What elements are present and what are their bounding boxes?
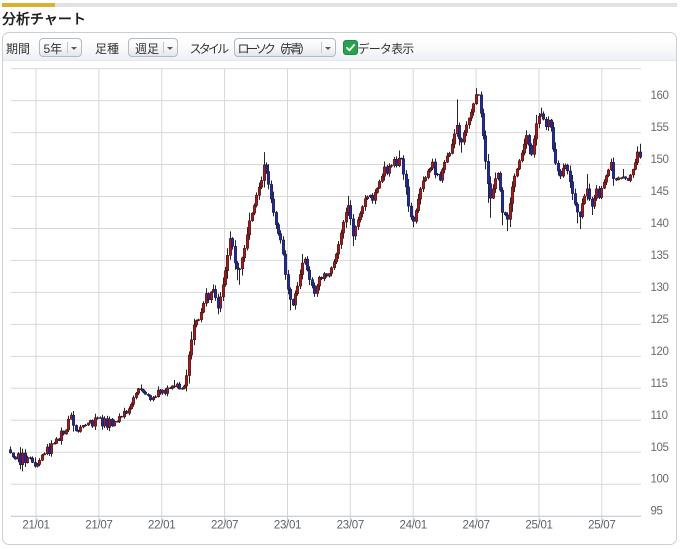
svg-text:24/07: 24/07 [462,520,489,532]
svg-text:24/01: 24/01 [400,520,427,532]
svg-text:135: 135 [651,250,669,262]
svg-text:150: 150 [651,154,669,166]
svg-text:100: 100 [651,474,669,486]
svg-text:21/01: 21/01 [22,520,49,532]
svg-text:115: 115 [651,378,668,390]
svg-text:25/07: 25/07 [588,520,615,532]
svg-text:22/01: 22/01 [148,520,175,532]
svg-text:23/01: 23/01 [274,520,301,532]
svg-text:120: 120 [651,346,669,358]
svg-text:95: 95 [651,506,663,518]
svg-text:21/07: 21/07 [85,520,112,532]
svg-text:125: 125 [651,314,669,326]
svg-text:110: 110 [651,410,668,422]
svg-text:145: 145 [651,186,669,198]
svg-text:25/01: 25/01 [525,520,552,532]
svg-text:130: 130 [651,282,669,294]
svg-text:160: 160 [651,90,669,102]
svg-text:155: 155 [651,122,669,134]
svg-text:22/07: 22/07 [211,520,238,532]
svg-text:105: 105 [651,442,669,454]
svg-text:23/07: 23/07 [337,520,364,532]
svg-text:140: 140 [651,218,669,230]
